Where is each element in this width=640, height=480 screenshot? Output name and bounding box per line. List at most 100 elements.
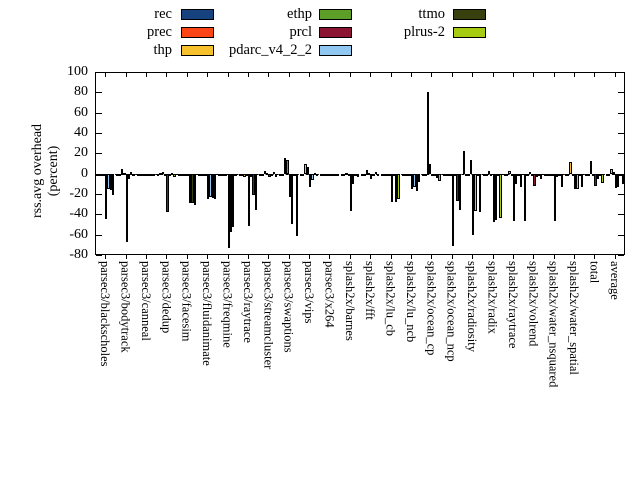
bar-thp — [610, 168, 613, 174]
y-tick-mark-left — [96, 72, 102, 73]
bar-prec — [587, 173, 590, 176]
x-tick-mark-bottom — [451, 255, 453, 259]
x-tick-mark-top — [410, 73, 412, 77]
bar-pdarc_v4_2_2 — [413, 173, 416, 187]
bar-ttmo — [456, 173, 459, 202]
x-category-label: parsec3/dedup — [159, 261, 174, 334]
bar-ethp — [571, 173, 575, 176]
bar-rec — [605, 173, 608, 176]
bar-pdarc_v4_2_2 — [270, 173, 273, 176]
bar-rec — [462, 151, 466, 174]
bar-rec — [524, 173, 527, 222]
bar-ethp — [469, 160, 473, 174]
bar-ethp — [245, 173, 248, 176]
x-category-label: splash2x/radix — [485, 261, 500, 334]
bar-prec — [383, 173, 386, 176]
x-tick-mark-top — [329, 73, 331, 77]
legend-swatch-thp — [181, 45, 214, 56]
bar-ethp — [286, 160, 289, 174]
bar-prcl — [492, 173, 495, 223]
legend-label-thp: thp — [153, 42, 172, 58]
bar-ttmo — [517, 173, 520, 176]
x-category-label: splash2x/lu_cb — [383, 261, 398, 336]
bar-prcl — [533, 173, 536, 186]
bar-ttmo — [476, 173, 479, 176]
bar-prec — [505, 173, 509, 176]
bar-ethp — [327, 173, 330, 176]
bar-rec — [401, 173, 405, 176]
bar-prcl — [614, 173, 618, 188]
bar-thp — [365, 169, 368, 174]
bar-thp — [569, 162, 572, 174]
bar-prec — [444, 173, 448, 176]
x-tick-mark-top — [309, 73, 311, 77]
bar-prec — [118, 173, 121, 176]
bar-prcl — [553, 173, 556, 222]
bar-prec — [607, 173, 611, 176]
bar-pdarc_v4_2_2 — [392, 173, 396, 176]
bar-ethp — [429, 163, 432, 174]
bar-rec — [197, 173, 201, 176]
bar-rec — [116, 173, 119, 176]
x-tick-mark-bottom — [186, 255, 188, 259]
bar-prcl — [431, 173, 434, 176]
legend-label-ethp: ethp — [287, 6, 312, 22]
bar-ttmo — [537, 173, 541, 176]
x-tick-mark-top — [166, 73, 168, 77]
y-tick-mark-left — [96, 255, 102, 256]
x-category-label: parsec3/bodytrack — [118, 261, 133, 353]
y-tick-label: -60 — [69, 226, 88, 242]
x-category-label: splash2x/radiosity — [465, 261, 480, 352]
x-tick-mark-top — [349, 73, 351, 77]
legend-label-plrus-2: plrus-2 — [403, 24, 445, 40]
bar-thp — [100, 173, 103, 176]
bar-pdarc_v4_2_2 — [555, 173, 559, 177]
bar-ttmo — [558, 173, 561, 176]
bar-plrus-2 — [254, 173, 258, 211]
x-tick-mark-top — [390, 73, 392, 77]
bar-prec — [179, 173, 183, 176]
y-tick-mark-left — [96, 153, 102, 155]
bar-plrus-2 — [438, 173, 441, 181]
bar-ttmo — [354, 173, 357, 176]
y-tick-mark-right — [618, 92, 624, 94]
bar-ttmo — [170, 172, 174, 175]
x-tick-mark-top — [614, 73, 616, 77]
bar-pdarc_v4_2_2 — [596, 173, 600, 179]
x-tick-mark-bottom — [166, 255, 168, 259]
bar-ethp — [143, 173, 146, 176]
bar-ethp — [530, 173, 534, 176]
x-tick-mark-top — [370, 73, 372, 77]
bar-ttmo — [599, 173, 602, 176]
bar-rec — [564, 173, 568, 176]
bar-ttmo — [272, 171, 276, 174]
legend-label-pdarc_v4_2_2: pdarc_v4_2_2 — [229, 42, 312, 58]
y-tick-mark-right — [618, 214, 624, 216]
x-tick-mark-bottom — [288, 255, 290, 259]
bar-rec — [177, 173, 180, 176]
bar-pdarc_v4_2_2 — [474, 173, 477, 212]
bar-pdarc_v4_2_2 — [209, 173, 212, 198]
bar-pdarc_v4_2_2 — [454, 173, 457, 176]
bar-prec — [404, 173, 407, 176]
x-tick-mark-bottom — [533, 255, 535, 259]
x-tick-mark-top — [492, 73, 494, 77]
y-tick-label: 60 — [74, 104, 88, 120]
x-tick-mark-bottom — [145, 255, 147, 259]
x-category-label: splash2x/water_spatial — [567, 261, 582, 375]
y-tick-label: -80 — [69, 247, 88, 262]
bar-ethp — [225, 173, 228, 176]
x-tick-mark-top — [431, 73, 433, 77]
y-tick-label: -40 — [69, 206, 88, 222]
zero-baseline — [95, 173, 625, 175]
x-tick-mark-top — [533, 73, 535, 77]
bar-ethp — [592, 173, 595, 176]
x-category-label: splash2x/volrend — [526, 261, 541, 347]
x-category-label: parsec3/fluidanimate — [200, 261, 215, 366]
bar-pdarc_v4_2_2 — [250, 173, 253, 177]
legend-label-rec: rec — [154, 6, 172, 22]
legend-swatch-plrus-2 — [453, 27, 486, 38]
bar-thp — [263, 170, 266, 174]
bar-ethp — [367, 172, 371, 175]
